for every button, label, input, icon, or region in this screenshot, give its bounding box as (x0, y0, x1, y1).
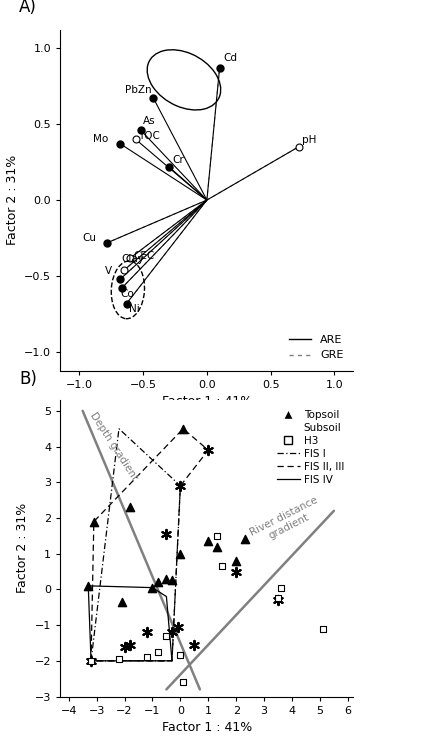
Point (143, 651, 150, 663)
Text: Cd: Cd (223, 53, 237, 63)
Y-axis label: Factor 2 : 31%: Factor 2 : 31% (16, 503, 29, 594)
Point (240, 534, 247, 545)
Point (319, 622, 326, 634)
Point (149, 582, 156, 594)
Text: Mo: Mo (93, 134, 108, 144)
Point (176, 650, 183, 662)
Point (90, 516, 97, 528)
X-axis label: Factor 1 : 41%: Factor 1 : 41% (161, 395, 252, 408)
Point (190, 639, 197, 651)
Point (115, 653, 122, 665)
Text: As: As (143, 116, 155, 125)
Point (87, 655, 94, 667)
Point (174, 621, 181, 633)
Text: Clay: Clay (121, 254, 144, 264)
Point (87, 655, 94, 667)
Text: pH: pH (302, 136, 316, 145)
Point (232, 565, 239, 577)
Text: Ni: Ni (129, 305, 140, 314)
Point (154, 646, 161, 658)
Legend: ARE, GRE: ARE, GRE (284, 330, 347, 365)
Point (232, 555, 239, 567)
Text: A): A) (19, 0, 37, 16)
Point (168, 574, 175, 586)
Text: Depth gradient: Depth gradient (87, 411, 139, 482)
Text: Cu: Cu (82, 233, 96, 243)
Legend: Topsoil, Subsoil, H3, FIS I, FIS II, III, FIS IV: Topsoil, Subsoil, H3, FIS I, FIS II, III… (272, 405, 347, 489)
Point (277, 582, 284, 594)
Point (213, 530, 220, 542)
Text: V: V (104, 266, 112, 276)
Point (218, 560, 225, 572)
Point (143, 626, 150, 638)
Point (85, 580, 92, 592)
Point (163, 573, 169, 585)
Point (213, 541, 220, 553)
Point (179, 677, 186, 688)
Point (168, 626, 175, 638)
Point (274, 592, 281, 604)
Text: Co: Co (120, 289, 134, 299)
Text: B): B) (19, 370, 37, 388)
X-axis label: Factor 1 : 41%: Factor 1 : 41% (161, 721, 252, 734)
Point (121, 641, 128, 653)
Point (179, 423, 186, 435)
Point (274, 594, 281, 606)
Point (163, 528, 169, 540)
Text: TOC: TOC (138, 130, 160, 141)
Text: Cr: Cr (172, 155, 184, 165)
Text: River distance
gradient: River distance gradient (248, 495, 324, 548)
Text: PbZn: PbZn (125, 85, 152, 95)
Point (204, 535, 211, 547)
Point (126, 502, 133, 514)
Point (118, 596, 125, 608)
Point (154, 576, 161, 588)
Text: CEC: CEC (133, 251, 154, 261)
Point (163, 630, 169, 642)
Point (176, 480, 183, 492)
Y-axis label: Factor 2 : 31%: Factor 2 : 31% (6, 155, 19, 245)
Point (204, 444, 211, 456)
Point (126, 639, 133, 651)
Point (176, 548, 183, 559)
